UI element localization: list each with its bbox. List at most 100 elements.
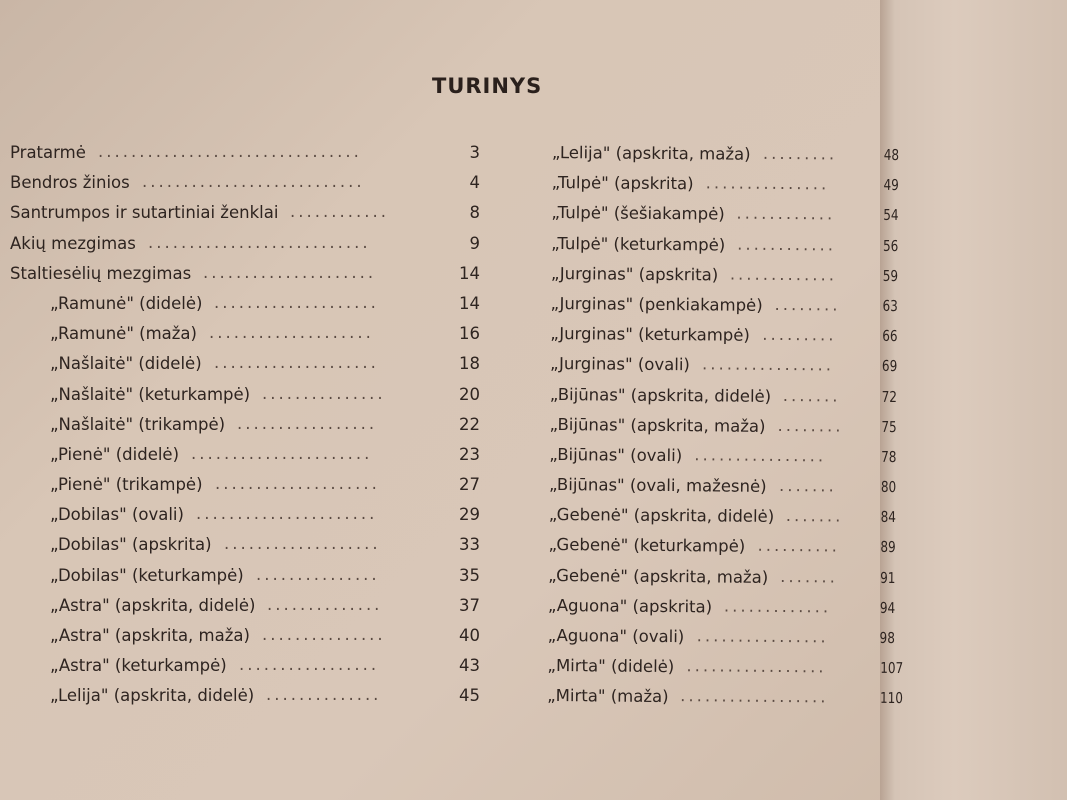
toc-entry-label: „Tulpė" (šešiakampė) <box>551 203 725 224</box>
leader-dots: .............. <box>267 594 383 614</box>
leader-dots: ...................... <box>191 443 373 463</box>
leader-dots: ................................ <box>98 142 362 161</box>
book-fold <box>880 0 1067 800</box>
toc-entry-page: 66 <box>882 327 898 346</box>
toc-entry: „Lelija" (apskrita, didelė).............… <box>10 685 480 716</box>
leader-dots: ................. <box>686 656 827 677</box>
toc-entry: „Dobilas" (keturkampė)............... 35 <box>10 565 480 596</box>
toc-entry-page: 110 <box>879 689 904 708</box>
toc-entry: „Lelija" (apskrita, maža)......... 48 <box>552 143 932 177</box>
toc-entry: „Mirta" (maža).................. 110 <box>547 686 927 720</box>
toc-entry: „Jurginas" (ovali)................ 69 <box>550 354 930 388</box>
toc-entry-label: „Dobilas" (keturkampė) <box>50 565 244 585</box>
toc-entry-label: „Astra" (apskrita, didelė) <box>50 595 256 615</box>
toc-entry-page: 40 <box>459 626 480 645</box>
toc-entry-page: 22 <box>459 414 480 434</box>
toc-entry-page: 80 <box>880 477 897 497</box>
toc-entry-label: „Mirta" (maža) <box>547 686 669 707</box>
toc-left-column: Pratarmė................................… <box>10 142 481 717</box>
toc-entry-page: 56 <box>882 236 899 255</box>
toc-entry-label: „Gebenė" (keturkampė) <box>548 535 746 557</box>
leader-dots: ............. <box>723 596 832 617</box>
leader-dots: ............... <box>262 383 386 403</box>
toc-entry: Pratarmė................................… <box>10 142 481 173</box>
toc-entry-label: „Jurginas" (apskrita) <box>550 263 719 285</box>
toc-entry: „Bijūnas" (apskrita, maža)........ 75 <box>549 415 929 449</box>
toc-entry-label: „Bijūnas" (apskrita, maža) <box>549 414 766 436</box>
leader-dots: ............. <box>729 264 838 285</box>
toc-entry-page: 91 <box>880 568 896 587</box>
toc-entry: „Astra" (keturkampė)................. 43 <box>10 655 480 686</box>
leader-dots: ........ <box>774 294 841 315</box>
toc-entry-label: „Pienė" (trikampė) <box>50 475 203 495</box>
leader-dots: ................ <box>696 626 829 647</box>
leader-dots: ....... <box>780 566 839 587</box>
toc-entry-label: „Jurginas" (keturkampė) <box>550 324 751 345</box>
toc-entry-label: „Gebenė" (apskrita, didelė) <box>548 505 775 527</box>
toc-entry-page: 3 <box>469 143 481 162</box>
toc-entry-label: „Lelija" (apskrita, maža) <box>551 143 751 164</box>
toc-entry: „Gebenė" (apskrita, maža)....... 91 <box>548 566 928 600</box>
toc-entry: „Bijūnas" (apskrita, didelė)....... 72 <box>550 384 930 418</box>
leader-dots: ....... <box>785 506 844 526</box>
toc-entry-label: „Ramunė" (maža) <box>50 324 197 344</box>
toc-entry-page: 37 <box>459 595 480 615</box>
toc-entry: „Pienė" (trikampė).................... 27 <box>10 474 480 505</box>
toc-entry-page: 16 <box>459 324 480 344</box>
leader-dots: ......... <box>762 143 838 164</box>
leader-dots: .................... <box>215 474 380 494</box>
toc-entry: „Astra" (apskrita, maža)............... 4… <box>10 625 480 656</box>
toc-entry-page: 33 <box>459 535 480 555</box>
leader-dots: ............... <box>262 625 386 644</box>
toc-entry-page: 4 <box>469 173 481 193</box>
toc-entry-page: 59 <box>882 266 899 285</box>
toc-entry: „Aguona" (ovali)................ 98 <box>548 626 928 660</box>
toc-entry-label: „Dobilas" (apskrita) <box>50 535 212 555</box>
toc-entry-label: „Astra" (apskrita, maža) <box>50 626 250 645</box>
toc-entry-page: 98 <box>879 628 895 648</box>
toc-entry-label: Bendros žinios <box>10 173 130 193</box>
toc-entry-page: 45 <box>459 686 480 706</box>
toc-entry-page: 84 <box>880 508 897 527</box>
leader-dots: ..................... <box>203 262 377 282</box>
toc-entry: Staltiesėlių mezgimas...................… <box>10 262 480 294</box>
toc-entry-label: „Dobilas" (ovali) <box>50 505 184 525</box>
toc-entry-label: „Ramunė" (didelė) <box>50 293 203 313</box>
toc-entry: „Bijūnas" (ovali)................ 78 <box>549 445 929 479</box>
leader-dots: ............... <box>705 173 830 194</box>
leader-dots: ................... <box>224 534 381 554</box>
leader-dots: .................... <box>214 292 379 312</box>
toc-entry: „Tulpė" (šešiakampė)............ 54 <box>551 203 931 237</box>
leader-dots: .......... <box>757 536 841 556</box>
toc-entry-page: 35 <box>459 565 480 585</box>
toc-entry-label: „Aguona" (ovali) <box>547 625 685 647</box>
toc-entry-label: „Našlaitė" (keturkampė) <box>50 384 251 404</box>
leader-dots: ................. <box>239 655 380 675</box>
toc-entry-page: 72 <box>881 387 898 406</box>
toc-entry: „Našlaitė" (trikampė)................. 22 <box>10 414 480 445</box>
toc-entry-page: 89 <box>880 538 896 557</box>
leader-dots: ........ <box>777 415 844 436</box>
leader-dots: .................. <box>680 686 829 707</box>
toc-right-column: „Lelija" (apskrita, maža)......... 48 „Tul… <box>547 143 932 720</box>
toc-entry-label: „Jurginas" (ovali) <box>549 354 690 375</box>
toc-entry-page: 20 <box>459 384 480 404</box>
toc-entry-page: 78 <box>881 447 897 466</box>
toc-entry-page: 48 <box>883 145 900 165</box>
toc-entry-label: „Tulpė" (apskrita) <box>551 173 694 194</box>
toc-entry-label: „Bijūnas" (apskrita, didelė) <box>549 384 772 406</box>
page-title: TURINYS <box>432 74 543 98</box>
toc-entry-label: „Našlaitė" (trikampė) <box>50 414 226 434</box>
toc-entry-label: „Bijūnas" (ovali, mažesnė) <box>548 475 767 496</box>
toc-entry: „Dobilas" (apskrita)................... 3… <box>10 534 480 565</box>
toc-entry: „Gebenė" (apskrita, didelė)....... 84 <box>549 505 929 539</box>
toc-entry: „Aguona" (apskrita)............. 94 <box>548 596 928 630</box>
leader-dots: ...................... <box>196 504 378 524</box>
toc-entry-page: 43 <box>459 656 480 676</box>
toc-entry-page: 54 <box>883 206 899 225</box>
toc-entry: Akių mezgimas...........................… <box>10 233 480 264</box>
toc-entry: „Pienė" (didelė)...................... 23 <box>10 443 480 475</box>
toc-entry-label: „Lelija" (apskrita, didelė) <box>50 686 255 706</box>
leader-dots: .................... <box>214 353 379 373</box>
toc-entry-page: 14 <box>459 263 480 283</box>
